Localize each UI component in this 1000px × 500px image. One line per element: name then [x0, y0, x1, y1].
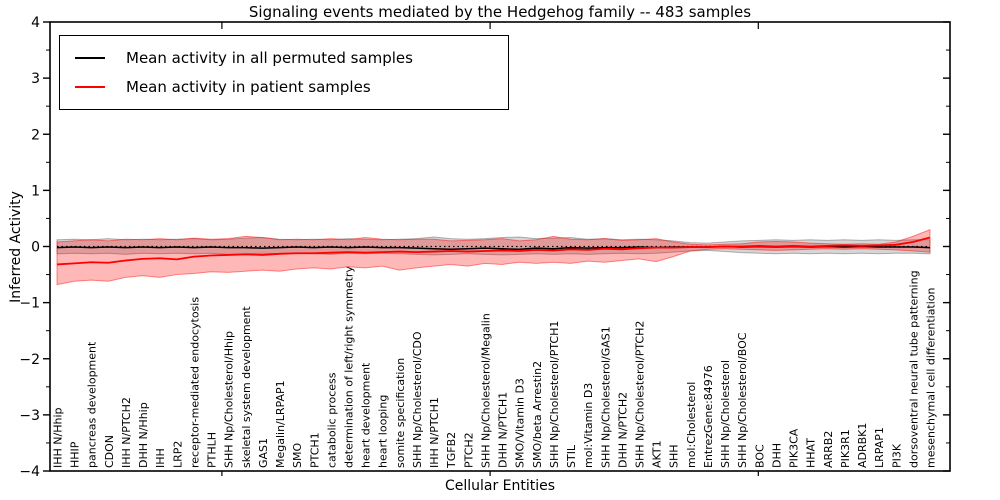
- x-tick-label: IHH N/PTCH1: [428, 397, 441, 468]
- x-tick-label: AKT1: [651, 440, 664, 468]
- x-tick-label: SMO/beta Arrestin2: [531, 361, 544, 468]
- legend-label-patient: Mean activity in patient samples: [126, 77, 371, 96]
- patient-mean-line: [56, 236, 931, 266]
- x-tick-label: LRPAP1: [873, 427, 886, 468]
- legend-item-patient: Mean activity in patient samples: [75, 72, 508, 101]
- x-tick-label: SHH Np/Cholesterol: [719, 360, 732, 468]
- legend-item-permuted: Mean activity in all permuted samples: [75, 43, 508, 72]
- x-tick-label: GAS1: [257, 438, 270, 468]
- x-tick-label: ARRB2: [822, 431, 835, 468]
- x-tick-label: CDON: [103, 435, 116, 468]
- x-tick-label: mol:Cholesterol: [685, 382, 698, 468]
- x-tick-label: TGFB2: [445, 432, 458, 469]
- x-tick-label: pancreas development: [86, 341, 99, 468]
- x-tick-label: DHH N/PTCH1: [497, 392, 510, 468]
- x-tick-label: SHH Np/Cholesterol/Hhip: [223, 331, 236, 468]
- x-tick-label: PTCH1: [308, 432, 321, 468]
- legend-line-permuted-swatch: [75, 56, 105, 59]
- x-tick-label: SHH: [668, 444, 681, 468]
- x-tick-label: skeletal system development: [240, 306, 253, 468]
- x-tick-label: SHH Np/Cholesterol/Megalin: [479, 313, 492, 468]
- x-tick-label: PTCH2: [462, 432, 475, 468]
- legend: Mean activity in all permuted samples Me…: [59, 35, 509, 110]
- x-tick-label: SHH Np/Cholesterol/CDO: [411, 331, 424, 468]
- x-tick-label: PIK3CA: [788, 428, 801, 468]
- x-tick-label: STIL: [565, 444, 578, 468]
- patient-band: [56, 228, 931, 286]
- x-tick-label: Megalin/LRPAP1: [274, 380, 287, 468]
- x-tick-label: heart looping: [377, 395, 390, 468]
- x-tick-label: SHH Np/Cholesterol/GAS1: [599, 326, 612, 468]
- x-tick-label: EntrezGene:84976: [702, 365, 715, 468]
- x-tick-label: HHAT: [805, 438, 818, 468]
- y-axis-label: Inferred Activity: [8, 191, 24, 303]
- x-tick-label: heart development: [360, 362, 373, 468]
- x-tick-label: IHH N/Hhip: [52, 407, 65, 468]
- x-tick-label: SMO/Vitamin D3: [514, 378, 527, 468]
- x-tick-label: SMO: [291, 443, 304, 468]
- x-tick-label: IHH N/PTCH2: [120, 397, 133, 468]
- y-tick-label: 1: [31, 183, 40, 199]
- y-tick-label: 4: [31, 15, 40, 31]
- x-tick-label: receptor-mediated endocytosis: [188, 297, 201, 468]
- x-tick-label: SHH Np/Cholesterol/BOC: [736, 332, 749, 468]
- y-tick-label: −2: [19, 352, 40, 368]
- x-tick-label: DHH: [770, 443, 783, 468]
- chart-title: Signaling events mediated by the Hedgeho…: [248, 3, 752, 21]
- x-tick-label: PI3K: [890, 443, 903, 468]
- x-tick-label: determination of left/right symmetry: [343, 266, 356, 468]
- x-tick-label: SHH Np/Cholesterol/PTCH1: [548, 321, 561, 468]
- x-tick-label: IHH: [154, 448, 167, 468]
- x-tick-label: PTHLH: [206, 432, 219, 468]
- x-tick-label: BOC: [753, 444, 766, 468]
- x-tick-label: LRP2: [171, 441, 184, 468]
- y-tick-label: 0: [31, 240, 40, 256]
- x-tick-label: PIK3R1: [839, 429, 852, 468]
- x-tick-label: mesenchymal cell differentiation: [925, 287, 938, 468]
- x-tick-label: HHIP: [69, 441, 82, 468]
- y-tick-label: −1: [19, 296, 40, 312]
- y-tick-label: −3: [19, 408, 40, 424]
- x-tick-label: dorsoventral neural tube patterning: [907, 270, 920, 468]
- legend-line-patient-swatch: [75, 85, 105, 88]
- y-tick-label: −4: [19, 464, 40, 480]
- x-tick-label: DHH N/PTCH2: [616, 392, 629, 468]
- x-tick-label: catabolic process: [325, 372, 338, 468]
- y-tick-label: 2: [31, 127, 40, 143]
- x-axis-label: Cellular Entities: [444, 478, 556, 494]
- x-tick-label: SHH Np/Cholesterol/PTCH2: [634, 321, 647, 468]
- x-tick-label: mol:Vitamin D3: [582, 383, 595, 468]
- legend-label-permuted: Mean activity in all permuted samples: [126, 48, 413, 67]
- x-tick-label: somite specification: [394, 358, 407, 468]
- x-tick-label: ADRBK1: [856, 423, 869, 468]
- y-tick-label: 3: [31, 71, 40, 87]
- x-tick-label: DHH N/Hhip: [137, 402, 150, 468]
